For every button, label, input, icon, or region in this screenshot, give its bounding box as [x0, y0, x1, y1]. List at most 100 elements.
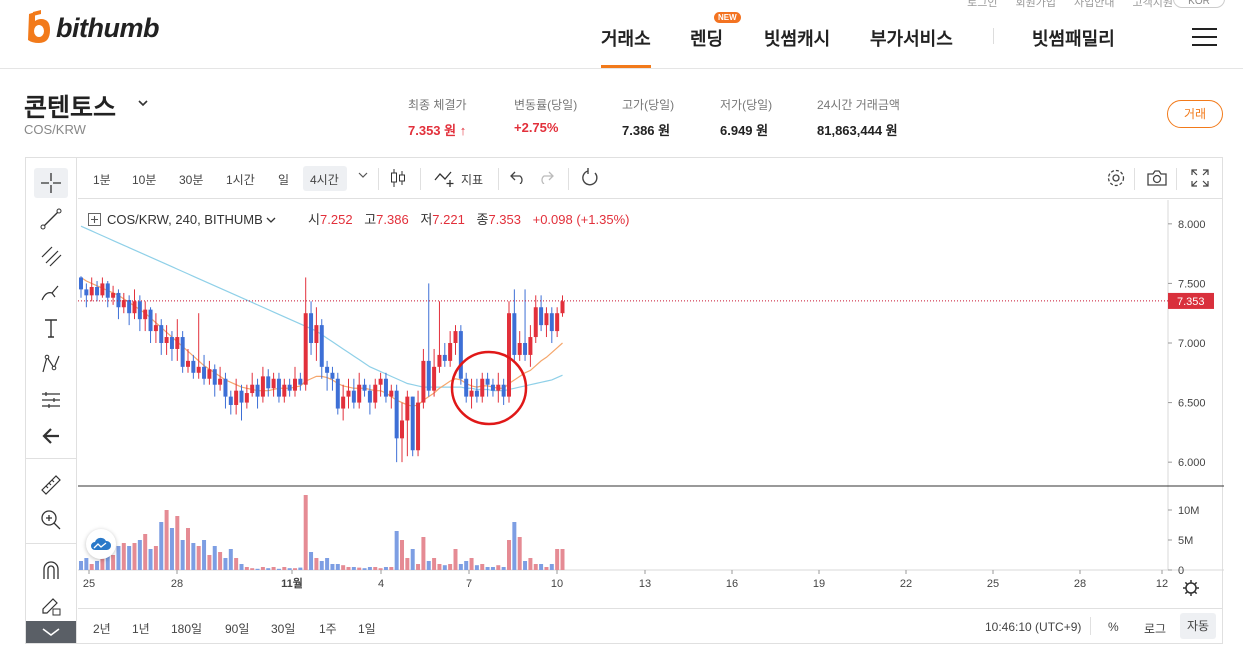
volume-bar	[416, 564, 421, 570]
date-tick-label: 16	[726, 578, 738, 590]
legend-close-label: 종	[476, 212, 489, 227]
interval-1h[interactable]: 1시간	[226, 173, 255, 187]
candle-body	[298, 378, 303, 385]
arrow-left-icon[interactable]	[34, 421, 68, 451]
date-tick-label: 28	[171, 578, 183, 590]
candle-body	[335, 378, 340, 409]
redo-icon[interactable]	[538, 170, 554, 187]
percent-scale-button[interactable]: %	[1108, 620, 1119, 634]
tradingview-logo[interactable]	[86, 529, 116, 559]
signup-link[interactable]: 회원가입	[1015, 0, 1057, 9]
range-180d[interactable]: 180일	[171, 622, 203, 636]
indicator-icon[interactable]	[434, 168, 456, 191]
nav-exchange[interactable]: 거래소	[601, 29, 651, 49]
nav-bithumb-cash[interactable]: 빗썸캐시	[764, 29, 831, 49]
legend-symbol[interactable]: COS/KRW, 240, BITHUMB	[107, 212, 263, 227]
candle-body	[159, 325, 164, 343]
last-price-label: 7.353	[1177, 296, 1205, 308]
volume-bar	[153, 546, 158, 570]
range-1d[interactable]: 1일	[358, 622, 376, 636]
interval-10m[interactable]: 10분	[132, 173, 157, 187]
volume-bar	[191, 543, 196, 570]
volume-bar	[394, 531, 399, 570]
log-scale-button[interactable]: 로그	[1144, 622, 1167, 636]
range-1y[interactable]: 1년	[132, 622, 150, 636]
stat-change: 변동률(당일) +2.75%	[514, 96, 577, 135]
nav-services[interactable]: 부가서비스	[870, 29, 953, 49]
volume-bar	[432, 558, 437, 570]
volume-bar	[79, 561, 83, 570]
price-tick-label: 7.500	[1178, 278, 1206, 290]
date-tick-label: 12	[1156, 578, 1168, 590]
login-link[interactable]: 로그인	[967, 0, 998, 9]
measure-icon[interactable]	[34, 385, 68, 415]
undo-icon[interactable]	[510, 170, 526, 187]
candle-body	[175, 337, 180, 349]
fib-icon[interactable]	[34, 241, 68, 271]
volume-bar	[437, 564, 442, 570]
text-icon[interactable]	[34, 313, 68, 343]
volume-bar	[448, 564, 453, 570]
candle-body	[202, 366, 207, 379]
chart-toolbar: 1분 10분 30분 1시간 일 4시간 지표	[78, 158, 1223, 199]
candle-body	[373, 384, 378, 403]
candle-body	[255, 384, 260, 397]
volume-bar	[100, 552, 105, 570]
settings-gear-icon[interactable]	[1106, 168, 1126, 191]
nav-lending[interactable]: 렌딩	[690, 29, 724, 49]
zoom-icon[interactable]	[34, 505, 68, 535]
indicator-button[interactable]: 지표	[461, 173, 484, 187]
trade-button[interactable]: 거래	[1167, 100, 1223, 128]
candle-type-icon[interactable]	[389, 167, 407, 192]
chevron-down-icon[interactable]	[358, 169, 368, 183]
range-30d[interactable]: 30일	[271, 622, 296, 636]
volume-bar	[266, 568, 271, 570]
date-tick-label: 19	[813, 578, 825, 590]
menu-icon[interactable]	[1192, 28, 1217, 46]
volume-bar	[196, 546, 201, 570]
range-90d[interactable]: 90일	[225, 622, 250, 636]
logo[interactable]: bithumb	[24, 10, 159, 46]
collapse-toolbar-button[interactable]	[26, 621, 76, 643]
candle-body	[507, 313, 511, 397]
candle-body	[389, 390, 394, 397]
chevron-down-icon[interactable]	[266, 216, 276, 224]
expand-icon[interactable]	[88, 213, 101, 226]
interval-4h[interactable]: 4시간	[310, 173, 339, 187]
price-chart[interactable]: 8.000 7.500 7.000 6.500 6.000 10M 5M 0 25 28 11월 4 7…	[78, 200, 1224, 608]
magnet-icon[interactable]	[34, 555, 68, 585]
ruler-icon[interactable]	[34, 470, 68, 500]
time-axis-settings-icon	[1183, 580, 1199, 596]
pattern-icon[interactable]	[34, 349, 68, 379]
interval-1d[interactable]: 일	[278, 173, 290, 187]
brush-icon[interactable]	[34, 277, 68, 307]
coin-name[interactable]: 콘텐토스	[24, 94, 117, 122]
support-link[interactable]: 고객지원	[1132, 0, 1173, 9]
candle-body	[421, 360, 426, 403]
bithumb-logo-icon	[28, 10, 50, 43]
trendline-icon[interactable]	[34, 204, 68, 234]
fullscreen-icon[interactable]	[1191, 169, 1209, 190]
volume-bar	[485, 567, 490, 570]
volume-bar	[105, 549, 110, 570]
volume-bar	[523, 561, 528, 570]
crosshair-icon[interactable]	[34, 168, 68, 198]
interval-30m[interactable]: 30분	[179, 173, 204, 187]
volume-bar	[137, 540, 142, 570]
interval-1m[interactable]: 1분	[93, 173, 111, 187]
lock-drawing-icon[interactable]	[34, 590, 68, 620]
business-link[interactable]: 사업안내	[1074, 0, 1115, 9]
volume-bar	[127, 546, 132, 570]
reset-icon[interactable]	[580, 168, 600, 191]
volume-bar	[239, 564, 244, 570]
range-1w[interactable]: 1주	[319, 622, 337, 636]
volume-bar	[405, 558, 410, 570]
range-2y[interactable]: 2년	[93, 622, 111, 636]
candle-body	[132, 301, 137, 314]
volume-bar	[512, 522, 517, 570]
camera-icon[interactable]	[1146, 169, 1168, 190]
range-bar: 2년 1년 180일 90일 30일 1주 1일 10:46:10 (UTC+9…	[78, 608, 1223, 643]
chevron-down-icon[interactable]	[137, 96, 149, 112]
nav-family[interactable]: 빗썸패밀리	[1032, 29, 1115, 49]
auto-scale-button[interactable]: 자동	[1180, 613, 1216, 639]
